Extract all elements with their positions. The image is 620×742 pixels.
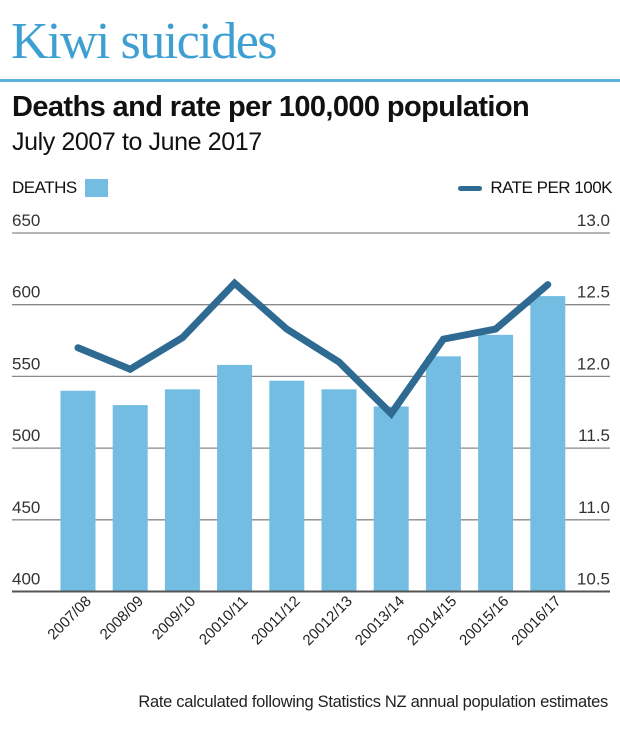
gridlines [12,232,610,593]
legend-line-swatch-icon [458,185,483,191]
left-tick-label: 600 [12,283,40,302]
right-tick-label: 12.0 [577,354,610,373]
x-tick-label: 2008/09 [97,593,147,643]
x-tick-label: 20014/15 [404,593,460,649]
x-tick-label: 20016/17 [508,593,564,649]
deaths-bar [425,356,461,591]
chart-title: Deaths and rate per 100,000 population [12,91,530,123]
x-tick-label: 2007/08 [44,593,94,643]
deaths-bar [164,389,200,591]
x-tick-label: 20010/11 [196,593,251,648]
left-tick-label: 650 [12,211,40,230]
x-tick-label: 20011/12 [248,593,303,648]
x-tick-label: 20013/14 [352,593,408,649]
deaths-bar [530,296,566,591]
legend-deaths-label: DEATHS [12,178,77,197]
deaths-bar [478,334,514,591]
right-tick-label: 10.5 [577,570,610,589]
rate-line [74,278,552,420]
right-tick-label: 13.0 [577,211,610,230]
left-axis-ticks: 400 450 500 550 600 650 [12,211,40,589]
rate-line-path [74,278,552,420]
left-tick-label: 450 [12,498,40,517]
x-tick-label: 20012/13 [300,593,356,649]
right-tick-label: 11.0 [578,498,610,517]
footnote: Rate calculated following Statistics NZ … [138,693,608,711]
deaths-bars [60,296,566,591]
legend-rate: RATE PER 100K [458,178,612,198]
chart-subtitle: July 2007 to June 2017 [12,128,262,156]
deaths-bar [269,380,305,591]
deaths-bar [112,405,148,591]
right-axis-ticks: 10.5 11.0 11.5 12.0 12.5 13.0 [577,211,610,589]
deaths-bar [60,390,96,591]
deaths-bar [373,406,409,591]
right-tick-label: 12.5 [577,283,610,302]
x-tick-label: 2009/10 [149,593,199,643]
deaths-bar [217,364,253,591]
legend-rate-label: RATE PER 100K [490,178,612,197]
left-tick-label: 400 [12,570,40,589]
x-axis-labels: 2007/08 2008/09 2009/1020010/1120011/12200… [44,593,564,649]
legend-deaths: DEATHS [12,178,108,198]
kicker-title: Kiwi suicides [11,13,278,70]
x-tick-label: 20015/16 [456,593,512,649]
title-divider [0,79,620,82]
left-tick-label: 500 [12,426,40,445]
left-tick-label: 550 [12,354,40,373]
legend-bar-swatch-icon [84,179,108,197]
deaths-bar [321,389,357,591]
right-tick-label: 11.5 [578,426,610,445]
